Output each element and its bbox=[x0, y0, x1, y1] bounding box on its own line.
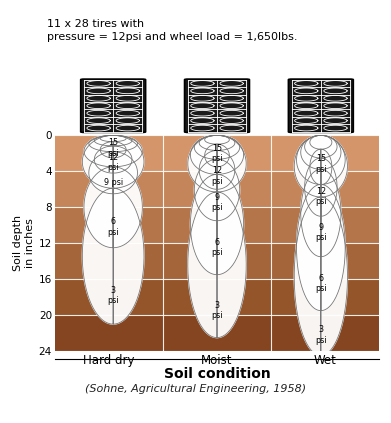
Text: 11 x 28 tires with
pressure = 12psi and wheel load = 1,650lbs.: 11 x 28 tires with pressure = 12psi and … bbox=[47, 19, 298, 42]
Text: 12
psi: 12 psi bbox=[211, 166, 223, 186]
Bar bbox=[55, 171, 379, 207]
Polygon shape bbox=[294, 135, 348, 356]
Polygon shape bbox=[199, 135, 235, 190]
Polygon shape bbox=[84, 135, 142, 248]
FancyBboxPatch shape bbox=[81, 79, 145, 132]
Y-axis label: Soil depth
in inches: Soil depth in inches bbox=[13, 215, 34, 271]
Polygon shape bbox=[301, 135, 341, 257]
Text: 6
psi: 6 psi bbox=[211, 238, 223, 258]
Bar bbox=[55, 243, 379, 279]
Text: 9
psi: 9 psi bbox=[211, 193, 223, 212]
FancyBboxPatch shape bbox=[289, 79, 353, 132]
Text: Soil condition: Soil condition bbox=[163, 367, 271, 382]
Text: 12
psi: 12 psi bbox=[108, 153, 119, 172]
Text: 12
psi: 12 psi bbox=[315, 187, 326, 206]
Polygon shape bbox=[305, 135, 337, 216]
Text: 6
psi: 6 psi bbox=[315, 274, 326, 294]
Polygon shape bbox=[296, 135, 345, 310]
Text: 3
psi: 3 psi bbox=[108, 286, 119, 305]
Polygon shape bbox=[190, 135, 244, 275]
Polygon shape bbox=[188, 135, 246, 338]
Polygon shape bbox=[194, 135, 240, 221]
Polygon shape bbox=[83, 135, 144, 324]
Text: (Sohne, Agricultural Engineering, 1958): (Sohne, Agricultural Engineering, 1958) bbox=[85, 384, 306, 394]
Text: 15
psi: 15 psi bbox=[315, 154, 326, 174]
Text: 6
psi: 6 psi bbox=[108, 217, 119, 237]
Text: 3
psi: 3 psi bbox=[315, 325, 326, 345]
Text: 9
psi: 9 psi bbox=[315, 223, 326, 242]
Text: 15
psi: 15 psi bbox=[108, 138, 119, 158]
Polygon shape bbox=[310, 135, 332, 185]
Bar bbox=[55, 207, 379, 243]
Text: 15
psi: 15 psi bbox=[211, 144, 223, 163]
Text: 9 psi: 9 psi bbox=[104, 178, 123, 187]
Polygon shape bbox=[94, 135, 132, 173]
Polygon shape bbox=[89, 135, 138, 194]
Bar bbox=[55, 315, 379, 351]
Bar bbox=[55, 279, 379, 315]
FancyBboxPatch shape bbox=[185, 79, 249, 132]
Polygon shape bbox=[100, 135, 126, 158]
Text: 3
psi: 3 psi bbox=[211, 301, 223, 320]
Polygon shape bbox=[204, 135, 230, 167]
Bar bbox=[55, 135, 379, 171]
